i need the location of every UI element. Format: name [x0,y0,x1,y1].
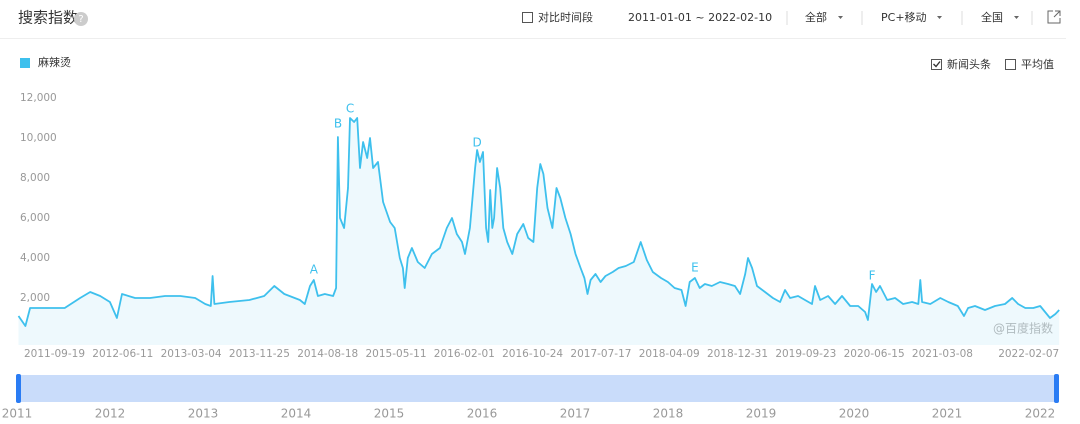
navigator-year: 2016 [467,407,498,421]
line [17,117,1060,327]
dropdown-arrow [838,16,843,19]
annotation: D [472,136,481,150]
annotation: F [869,269,876,283]
x-tick-label: 2015-05-11 [366,348,427,360]
y-tick-label: 12,000 [20,92,57,104]
navigator-year: 2018 [653,407,684,421]
news-label[interactable]: 新闻头条 [947,57,991,71]
x-tick-label: 2012-06-11 [92,348,153,360]
compare-checkbox[interactable] [522,12,533,23]
y-tick-label: 10,000 [20,132,57,144]
check-mark [933,61,941,68]
y-tick-label: 4,000 [20,252,50,264]
navigator-year: 2020 [839,407,870,421]
annotation: E [691,261,699,275]
x-tick-label: 2013-03-04 [161,348,222,360]
navigator-handle[interactable] [1054,374,1059,403]
navigator-handle[interactable] [16,374,21,403]
navigator-year: 2021 [932,407,963,421]
average-checkbox[interactable] [1005,59,1016,70]
y-tick-label: 2,000 [20,292,50,304]
navigator-year: 2019 [746,407,777,421]
help-icon-mark: ? [78,14,83,25]
navigator-year: 2015 [374,407,405,421]
navigator-year: 2014 [281,407,312,421]
source-select[interactable]: 全部 [805,10,827,24]
x-tick-label: 2018-12-31 [707,348,768,360]
x-tick-label: 2021-03-08 [912,348,973,360]
annotation: B [334,117,342,131]
compare-label[interactable]: 对比时间段 [538,10,593,24]
date-range[interactable]: 2011-01-01 ~ 2022-02-10 [628,11,772,24]
legend-label[interactable]: 麻辣烫 [38,55,71,69]
dropdown-arrow [937,16,942,19]
x-tick-label: 2013-11-25 [229,348,290,360]
x-tick-label: 2016-10-24 [502,348,563,360]
x-tick-label: 2016-02-01 [434,348,495,360]
help-icon[interactable] [74,12,88,26]
device-select[interactable]: PC+移动 [881,11,927,24]
x-tick-label: 2014-08-18 [297,348,358,360]
dropdown-arrow [1014,16,1019,19]
x-tick-label: 2020-06-15 [844,348,905,360]
export-icon[interactable] [1047,10,1061,24]
annotation: A [310,263,319,277]
navigator-year: 2017 [560,407,591,421]
navigator-range[interactable] [18,375,1057,402]
x-tick-label: 2018-04-09 [639,348,700,360]
annotation: C [346,102,354,116]
navigator-year: 2012 [95,407,126,421]
x-tick-label: 2022-02-07 [998,348,1059,360]
x-tick-label: 2019-09-23 [775,348,836,360]
y-tick-label: 6,000 [20,212,50,224]
watermark: @百度指数 [993,321,1053,336]
page-title: 搜索指数 [18,9,78,27]
navigator-year: 2011 [2,407,33,421]
legend-swatch [20,58,30,68]
area [18,118,1060,345]
region-select[interactable]: 全国 [981,10,1003,24]
x-tick-label: 2011-09-19 [24,348,85,360]
navigator-year: 2013 [188,407,219,421]
navigator-year: 2022 [1025,407,1056,421]
news-checkbox[interactable] [931,59,942,70]
y-tick-label: 8,000 [20,172,50,184]
x-tick-label: 2017-07-17 [570,348,631,360]
average-label[interactable]: 平均值 [1021,58,1054,71]
